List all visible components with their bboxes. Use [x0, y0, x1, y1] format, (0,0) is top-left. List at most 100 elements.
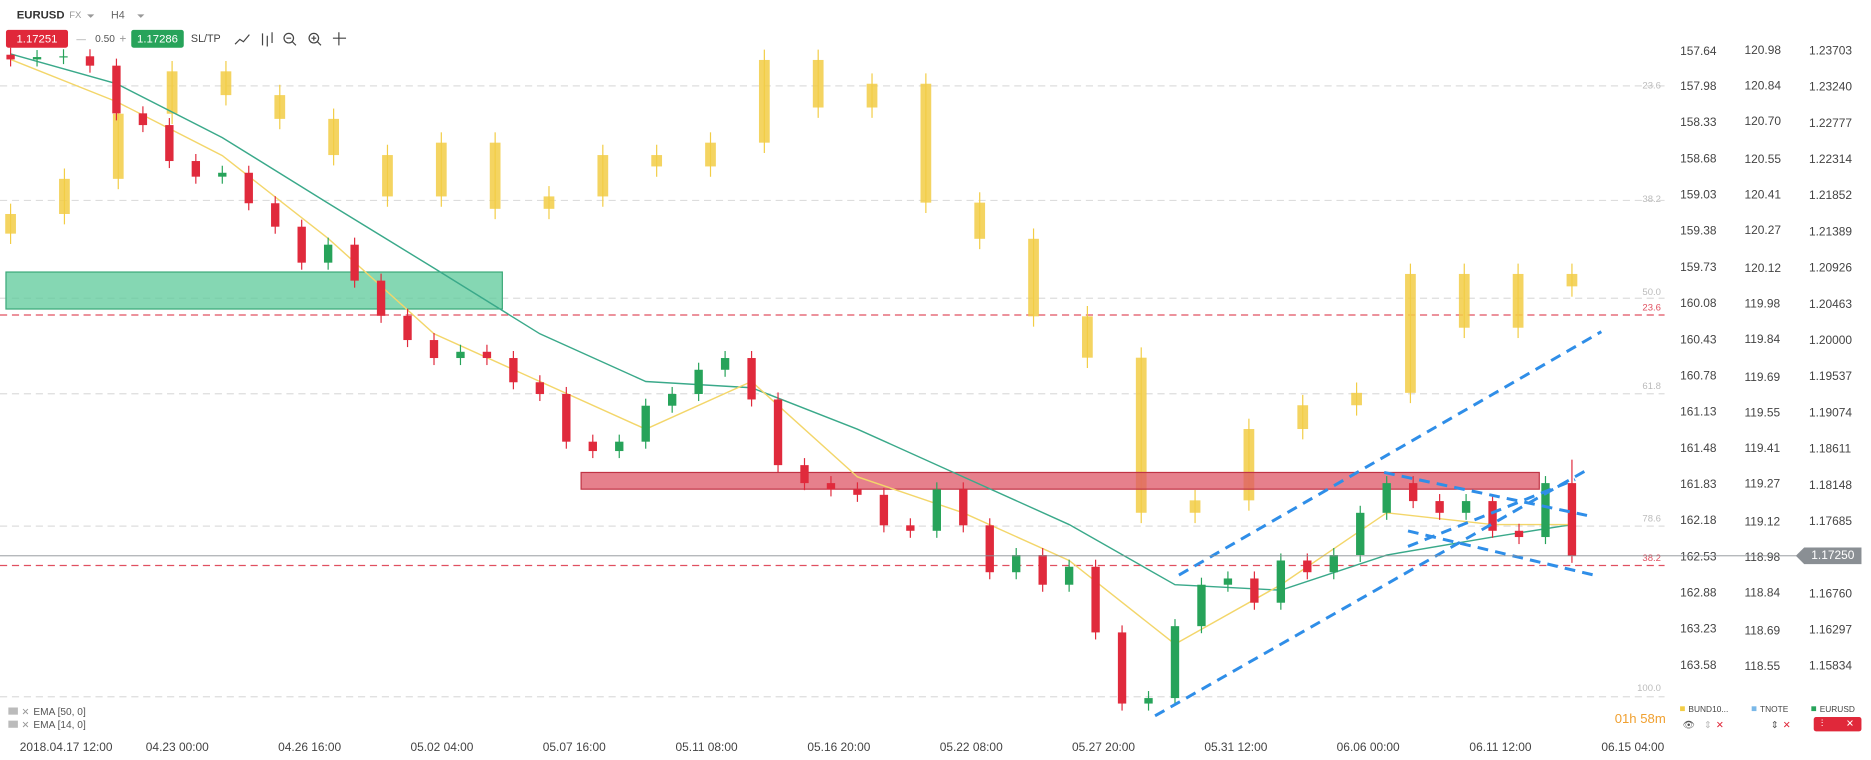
trend-line[interactable]	[1407, 529, 1600, 578]
candle-body	[218, 172, 227, 177]
y-tick-label: 1.20463	[1809, 297, 1852, 311]
x-tick-label: 05.16 20:00	[807, 740, 870, 754]
candle-body	[1566, 273, 1578, 287]
zoom-out-icon[interactable]	[283, 32, 295, 44]
candle-body	[747, 358, 756, 400]
candle-body	[932, 489, 941, 531]
ema-legend-label[interactable]: EMA [50, 0]	[33, 707, 86, 718]
sltp-button[interactable]: SL/TP	[191, 33, 221, 45]
ask-price[interactable]: 1.17286	[137, 33, 178, 45]
candle-body	[376, 280, 386, 316]
instrument-label[interactable]: BUND10...	[1688, 704, 1728, 714]
candle-body	[429, 340, 439, 359]
candle-body	[588, 441, 597, 452]
timeframe[interactable]: H4	[111, 9, 125, 21]
close-icon[interactable]: ✕	[1783, 720, 1791, 731]
y-tick-label: 118.69	[1745, 624, 1781, 638]
candle-body	[1223, 578, 1233, 585]
y-tick-label: 119.41	[1745, 441, 1781, 455]
x-tick-label: 06.15 04:00	[1601, 740, 1664, 754]
plus[interactable]: +	[119, 32, 126, 46]
candle-body	[1351, 392, 1362, 406]
candle-body	[297, 226, 306, 263]
candle-body	[853, 489, 862, 495]
symbol[interactable]: EURUSD	[17, 10, 65, 22]
candle-body	[328, 118, 339, 156]
candle-body	[651, 155, 663, 167]
bid-button[interactable]	[5, 29, 69, 48]
candle-body	[562, 393, 571, 442]
dropdown-icon[interactable]	[137, 14, 145, 18]
legend-icon[interactable]	[8, 707, 18, 715]
legend-swatch	[1811, 706, 1817, 712]
move-icon[interactable]: ⇕	[1704, 720, 1712, 731]
fib-label-red: 38.2	[1642, 553, 1661, 564]
fib-label: 100.0	[1637, 683, 1661, 694]
y-tick-label: 158.33	[1680, 115, 1717, 129]
dropdown-icon[interactable]	[87, 14, 95, 18]
line-icon[interactable]	[234, 34, 250, 45]
fib-label: 50.0	[1642, 287, 1661, 298]
fib-label: 23.6	[1642, 80, 1661, 91]
remove-icon[interactable]: ✕	[21, 720, 29, 731]
candle-body	[1144, 698, 1153, 704]
candle-icon[interactable]: ⫶	[1821, 719, 1823, 730]
y-tick-label: 157.98	[1680, 79, 1717, 93]
legend-icon[interactable]	[8, 720, 18, 728]
eye-icon[interactable]: 👁	[1682, 720, 1694, 731]
candle-body	[1329, 555, 1338, 573]
trend-line[interactable]	[1178, 330, 1603, 577]
candle-body	[668, 393, 677, 406]
candle-body	[920, 83, 932, 203]
candle-body	[1435, 501, 1444, 513]
zoom-in-icon[interactable]	[308, 32, 320, 44]
zoom-out-icon-lines	[286, 37, 297, 46]
close-icon[interactable]: ✕	[1846, 719, 1854, 730]
move-icon[interactable]: ⇕	[1771, 720, 1779, 731]
candle-body	[1064, 566, 1074, 585]
resistance-zone[interactable]	[580, 471, 1540, 490]
ema-line	[10, 53, 1573, 591]
close-icon[interactable]: ✕	[1716, 720, 1724, 731]
crosshair-icon[interactable]	[332, 32, 347, 46]
candle-body	[641, 405, 650, 442]
y-tick-label: 158.68	[1680, 151, 1717, 165]
candle-body	[1356, 512, 1365, 556]
indicator-icon[interactable]	[261, 32, 273, 47]
trend-line[interactable]	[1407, 478, 1576, 548]
minus[interactable]: —	[76, 34, 86, 45]
y-tick-label: 1.23703	[1809, 44, 1852, 58]
ema-legend-label[interactable]: EMA [14, 0]	[33, 720, 86, 731]
x-tick-label: 05.02 04:00	[410, 740, 473, 754]
instrument-label[interactable]: EURUSD	[1820, 704, 1855, 714]
candle-body	[1012, 555, 1021, 573]
ask-button[interactable]	[131, 29, 184, 48]
instrument-label[interactable]: TNOTE	[1760, 704, 1789, 714]
candle-body	[597, 155, 609, 197]
fib-label-red: 23.6	[1642, 302, 1661, 313]
bund-layer	[5, 49, 1578, 524]
candle-body	[705, 142, 716, 167]
y-tick-label: 162.53	[1680, 549, 1717, 563]
candle-body	[959, 489, 968, 526]
y-tick-label: 119.98	[1745, 296, 1781, 310]
candle-body	[1189, 500, 1201, 513]
candle-body	[906, 525, 915, 531]
market[interactable]: FX	[69, 10, 82, 21]
y-tick-label: 159.73	[1680, 260, 1717, 274]
support-zone[interactable]	[5, 271, 503, 310]
bid-price[interactable]: 1.17251	[17, 33, 58, 45]
fib-label: 38.2	[1642, 194, 1661, 205]
remove-icon[interactable]: ✕	[21, 707, 29, 718]
y-tick-label: 119.69	[1745, 370, 1781, 384]
y-tick-label: 1.19537	[1809, 369, 1852, 383]
candle-body	[112, 65, 121, 114]
y-tick-label: 120.27	[1745, 223, 1782, 237]
ema-legend: EMA [50, 0] ✕ EMA [14, 0] ✕ 01h 58m	[8, 707, 1666, 731]
y-tick-label: 1.17685	[1809, 514, 1852, 528]
candle-body	[85, 56, 95, 66]
instrument-controls[interactable]	[1813, 717, 1862, 732]
candle-body	[1297, 405, 1309, 430]
trend-line[interactable]	[1154, 469, 1586, 718]
